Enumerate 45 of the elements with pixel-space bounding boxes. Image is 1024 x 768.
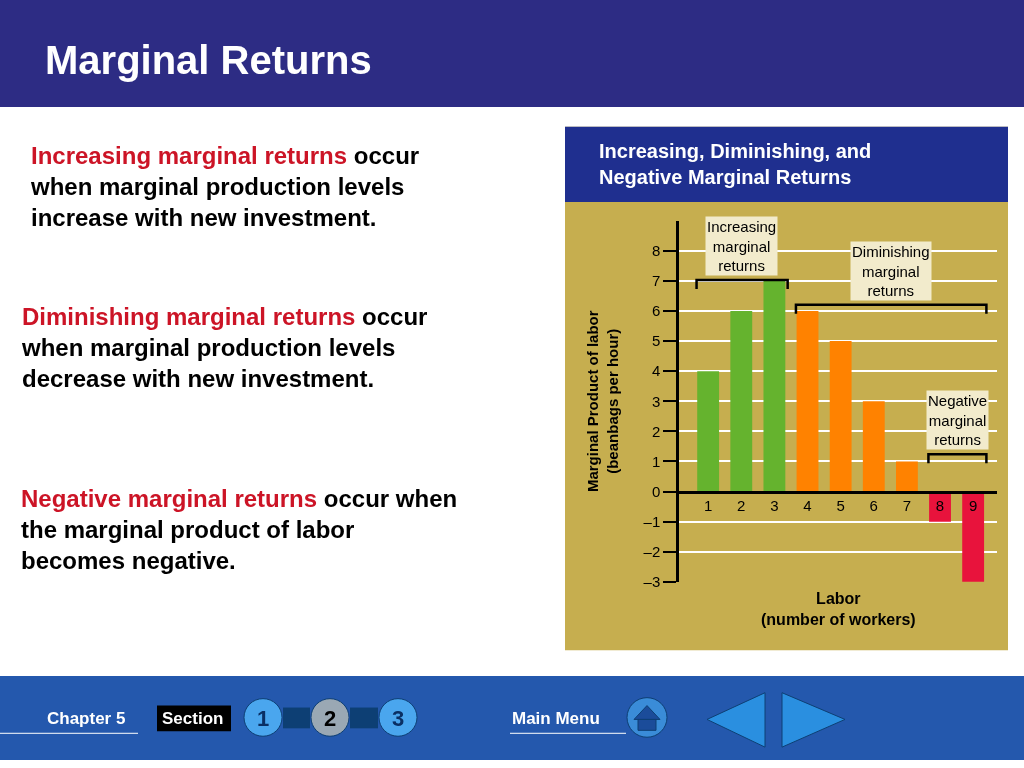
text: Diminishing marginal returns [22, 303, 356, 330]
y-tick-label: 3 [651, 392, 661, 410]
text: Section [162, 709, 224, 728]
y-tick-label: –3 [643, 573, 661, 591]
chart-subtitle: Increasing, Diminishing, and Negative Marginal Returns [599, 140, 872, 188]
y-tick-label: 6 [651, 302, 661, 320]
x-tick-label: 2 [737, 497, 746, 515]
bar [895, 461, 918, 492]
bar [962, 491, 985, 582]
bar [862, 401, 885, 492]
y-tick-label: 1 [651, 452, 661, 470]
x-tick-label: 5 [836, 497, 845, 515]
y-tick-label: 4 [651, 362, 661, 380]
y-tick-label: 5 [651, 332, 661, 350]
x-tick-label: 8 [935, 497, 945, 515]
y-tick-label: –1 [643, 512, 661, 530]
x-tick-label: 6 [869, 497, 878, 515]
y-tick-label: –2 [643, 543, 661, 561]
annotation: Diminishing marginal returns [852, 243, 930, 299]
text: Increasing marginal returns [31, 142, 348, 169]
text: 1 [257, 706, 270, 731]
x-tick-label: 3 [770, 497, 779, 515]
x-axis-title: Labor (number of workers) [761, 590, 916, 628]
text: Marginal Returns [45, 38, 372, 82]
bar [763, 280, 786, 492]
y-tick-label: 0 [651, 482, 661, 500]
x-tick-label: 1 [703, 497, 713, 515]
bar [829, 341, 852, 492]
text: Chapter 5 [47, 709, 126, 728]
bar [796, 310, 819, 492]
text: Main Menu [512, 709, 600, 728]
annotation: Increasing marginal returns [707, 218, 777, 274]
x-tick-label: 7 [902, 497, 912, 515]
x-tick-label: 4 [803, 497, 812, 515]
text: Negative marginal returns [21, 485, 318, 512]
text: 2 [324, 706, 337, 731]
text: 3 [392, 706, 405, 731]
y-axis-title: Marginal Product of labor (beanbags per hour) [584, 310, 621, 493]
bar [730, 310, 753, 492]
bar [697, 371, 720, 492]
y-tick-label: 8 [651, 242, 661, 260]
x-tick-label: 9 [968, 497, 978, 515]
y-tick-label: 7 [651, 272, 661, 290]
y-tick-label: 2 [651, 422, 661, 440]
annotation: Negative marginal returns [928, 392, 988, 448]
